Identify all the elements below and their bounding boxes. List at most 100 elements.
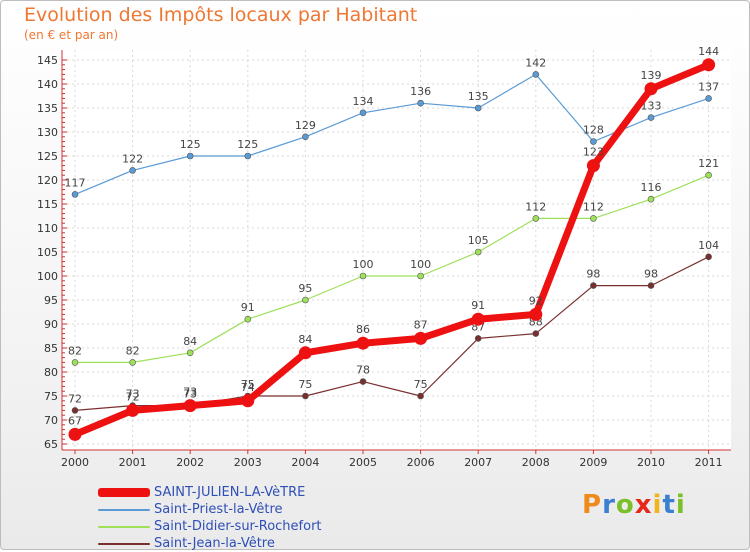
legend-swatch-saint-didier xyxy=(98,525,150,528)
data-label: 75 xyxy=(241,378,255,391)
data-label: 134 xyxy=(353,95,374,108)
x-tick-label: 2010 xyxy=(637,456,665,469)
data-label: 98 xyxy=(644,268,658,281)
data-point xyxy=(705,253,712,261)
chart-subtitle: (en € et par an) xyxy=(24,28,119,42)
data-label: 125 xyxy=(237,138,258,151)
legend-item-saint-julien: SAINT-JULIEN-LA-VèTRE xyxy=(98,484,322,501)
y-tick-label: 110 xyxy=(37,222,58,235)
chart-title: Evolution des Impôts locaux par Habitant xyxy=(24,4,418,26)
data-label: 135 xyxy=(468,90,489,103)
data-label: 73 xyxy=(126,388,140,401)
data-label: 129 xyxy=(295,119,316,132)
series-1: 82 82 84 91 95 100 100 105 112 112 116 121 xyxy=(68,157,719,366)
data-label: 82 xyxy=(68,344,82,357)
legend-swatch-saint-julien xyxy=(98,488,150,497)
y-tick-label: 100 xyxy=(37,270,58,283)
data-point xyxy=(705,95,712,102)
data-point xyxy=(414,331,428,345)
legend-swatch-saint-jean xyxy=(98,542,150,545)
data-point xyxy=(302,296,309,304)
data-point xyxy=(529,307,543,321)
data-label: 73 xyxy=(183,388,197,401)
legend-label: Saint-Priest-la-Vêtre xyxy=(154,502,283,517)
series-0: 117 122 125 125 129 134 136 135 142 128 133 137 xyxy=(65,56,719,198)
data-point xyxy=(417,272,424,280)
data-point xyxy=(532,71,540,78)
legend-item-saint-didier: Saint-Didier-sur-Rochefort xyxy=(98,518,322,535)
data-point xyxy=(302,133,309,141)
data-label: 72 xyxy=(68,392,82,405)
data-point xyxy=(705,171,712,179)
y-tick-label: 145 xyxy=(37,54,58,67)
data-label: 92 xyxy=(529,294,543,307)
y-tick-label: 140 xyxy=(37,78,58,91)
data-label: 84 xyxy=(298,333,312,346)
data-point xyxy=(356,336,370,350)
data-label: 100 xyxy=(353,258,374,271)
y-tick-label: 135 xyxy=(37,102,58,115)
data-point xyxy=(590,215,597,222)
data-label: 122 xyxy=(122,152,143,165)
data-point xyxy=(471,312,485,326)
series-line xyxy=(71,61,713,438)
data-point xyxy=(359,109,367,117)
data-point xyxy=(647,195,655,203)
data-label: 98 xyxy=(586,268,600,281)
legend: SAINT-JULIEN-LA-VèTRE Saint-Priest-la-Vê… xyxy=(98,484,322,552)
data-label: 91 xyxy=(471,299,485,312)
y-tick-label: 130 xyxy=(37,126,58,139)
data-label: 73 xyxy=(183,386,197,399)
y-tick-label: 120 xyxy=(37,174,58,187)
data-label: 86 xyxy=(356,323,370,336)
y-tick-label: 105 xyxy=(37,246,58,259)
data-point xyxy=(186,152,194,160)
data-point xyxy=(417,392,424,400)
y-tick-label: 95 xyxy=(44,294,58,307)
data-label: 72 xyxy=(126,390,140,403)
proxiti-logo: Proxiti xyxy=(582,490,686,520)
x-tick-label: 2004 xyxy=(291,456,319,469)
data-point xyxy=(702,58,716,72)
data-label: 125 xyxy=(180,138,201,151)
y-tick-label: 70 xyxy=(44,414,58,427)
x-tick-label: 2008 xyxy=(522,456,550,469)
data-point xyxy=(647,282,655,289)
y-tick-label: 75 xyxy=(44,390,58,403)
data-label: 91 xyxy=(241,301,255,314)
data-point xyxy=(186,349,194,357)
data-point xyxy=(126,403,140,417)
data-label: 123 xyxy=(583,146,604,159)
legend-swatch-saint-priest xyxy=(98,508,150,511)
x-tick-label: 2003 xyxy=(234,456,262,469)
data-point xyxy=(71,407,79,414)
data-label: 87 xyxy=(414,318,428,331)
data-label: 121 xyxy=(698,157,719,170)
logo-letter: x xyxy=(634,490,653,520)
logo-letter: P xyxy=(582,490,603,520)
data-point xyxy=(71,191,79,198)
data-label: 78 xyxy=(356,364,370,377)
data-label: 105 xyxy=(468,234,489,247)
data-label: 84 xyxy=(183,335,197,348)
data-label: 137 xyxy=(698,80,719,93)
data-label: 104 xyxy=(698,239,719,252)
x-tick-label: 2001 xyxy=(119,456,147,469)
data-point xyxy=(417,99,424,107)
y-tick-label: 115 xyxy=(37,198,58,211)
data-label: 116 xyxy=(641,181,662,194)
logo-letter: r xyxy=(602,490,616,520)
data-label: 82 xyxy=(126,344,140,357)
data-label: 67 xyxy=(68,414,82,427)
y-tick-label: 65 xyxy=(44,438,58,451)
data-point xyxy=(586,159,600,173)
data-label: 75 xyxy=(298,378,312,391)
data-label: 136 xyxy=(410,85,431,98)
data-point xyxy=(647,114,655,121)
data-point xyxy=(183,399,197,413)
data-label: 142 xyxy=(525,56,546,69)
data-point xyxy=(129,359,136,366)
